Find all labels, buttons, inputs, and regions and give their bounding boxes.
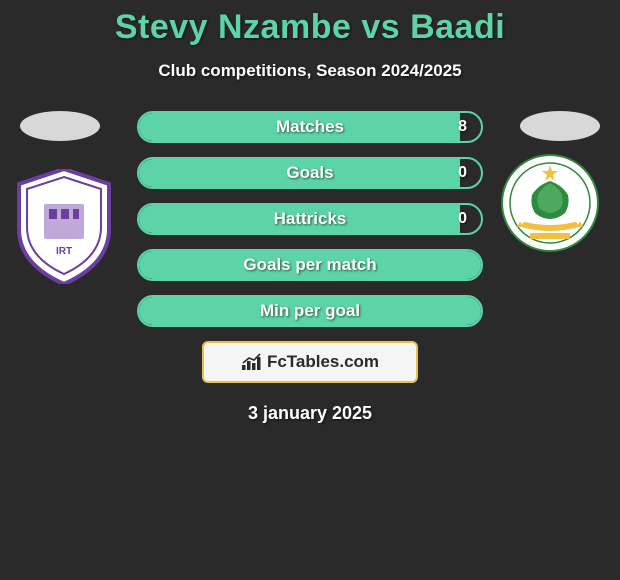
stat-row-min-per-goal: Min per goal — [137, 295, 483, 327]
stat-value: 0 — [458, 210, 467, 228]
left-player-oval — [20, 111, 100, 141]
page-title: Stevy Nzambe vs Baadi — [0, 0, 620, 47]
bar-chart-icon — [241, 353, 263, 371]
stat-row-goals: Goals 0 — [137, 157, 483, 189]
page-subtitle: Club competitions, Season 2024/2025 — [0, 61, 620, 81]
stat-label: Hattricks — [274, 209, 347, 229]
infographic-container: Stevy Nzambe vs Baadi Club competitions,… — [0, 0, 620, 580]
shield-icon: IRT — [14, 169, 114, 284]
date-text: 3 january 2025 — [0, 403, 620, 424]
stat-rows: Matches 8 Goals 0 Hattricks 0 Goals per … — [137, 111, 483, 327]
svg-text:IRT: IRT — [56, 246, 72, 257]
branding-logo: FcTables.com — [241, 352, 379, 372]
left-club-badge: IRT — [14, 169, 114, 284]
stat-label: Matches — [276, 117, 344, 137]
right-club-badge — [500, 153, 600, 253]
branding-text: FcTables.com — [267, 352, 379, 372]
stat-row-goals-per-match: Goals per match — [137, 249, 483, 281]
stat-label: Goals per match — [243, 255, 376, 275]
branding-box: FcTables.com — [202, 341, 418, 383]
stat-row-matches: Matches 8 — [137, 111, 483, 143]
stat-value: 8 — [458, 118, 467, 136]
stats-area: IRT Matches 8 — [0, 111, 620, 327]
stat-label: Goals — [286, 163, 333, 183]
circle-badge-icon — [500, 153, 600, 253]
stat-row-hattricks: Hattricks 0 — [137, 203, 483, 235]
stat-value: 0 — [458, 164, 467, 182]
right-player-oval — [520, 111, 600, 141]
stat-label: Min per goal — [260, 301, 360, 321]
